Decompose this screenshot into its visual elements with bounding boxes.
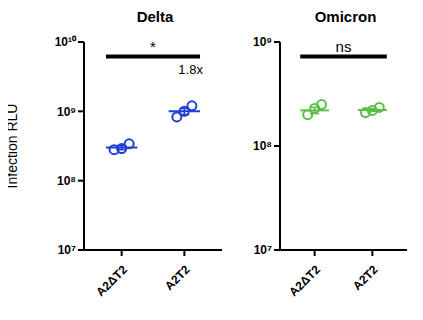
svg-text:10⁸: 10⁸ — [253, 139, 272, 153]
svg-text:10⁹: 10⁹ — [57, 105, 76, 119]
svg-text:10⁸: 10⁸ — [57, 174, 76, 188]
svg-text:10⁷: 10⁷ — [58, 243, 76, 257]
svg-text:*: * — [150, 38, 156, 55]
svg-text:10⁷: 10⁷ — [254, 243, 272, 257]
svg-text:A2ΔT2: A2ΔT2 — [93, 262, 130, 299]
svg-text:A2T2: A2T2 — [350, 262, 381, 293]
html-text:Delta: Delta — [136, 8, 174, 25]
html-text:Omicron: Omicron — [314, 8, 377, 25]
svg-text:1.8x: 1.8x — [178, 62, 203, 77]
svg-text:10¹⁰: 10¹⁰ — [55, 35, 77, 49]
svg-text:A2ΔT2: A2ΔT2 — [286, 262, 323, 299]
svg-text:Infection RLU: Infection RLU — [8, 104, 20, 189]
svg-text:A2T2: A2T2 — [162, 262, 193, 293]
svg-text:ns: ns — [336, 38, 352, 55]
svg-text:10⁹: 10⁹ — [253, 35, 272, 49]
